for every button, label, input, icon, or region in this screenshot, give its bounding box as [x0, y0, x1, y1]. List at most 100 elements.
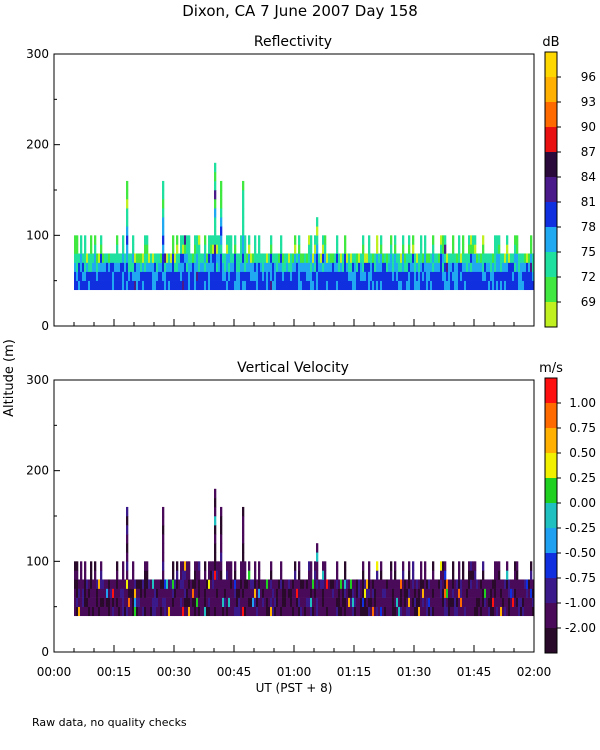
- data-cell: [98, 588, 101, 598]
- data-cell: [262, 579, 265, 589]
- data-cell: [528, 280, 531, 291]
- data-cell: [202, 597, 205, 607]
- data-cell: [372, 606, 375, 617]
- data-cell: [272, 271, 275, 281]
- data-cell: [274, 588, 277, 598]
- data-cell: [292, 588, 295, 598]
- data-cell: [420, 570, 423, 580]
- data-cell: [510, 579, 513, 589]
- data-cell: [244, 597, 247, 607]
- data-cell: [508, 597, 511, 607]
- data-cell: [178, 280, 181, 291]
- data-cell: [380, 271, 383, 281]
- data-cell: [98, 253, 101, 263]
- data-cell: [466, 262, 469, 272]
- data-cell: [452, 561, 455, 571]
- data-cell: [456, 262, 459, 272]
- data-cell: [186, 597, 189, 607]
- x-tick-label: 02:00: [517, 665, 552, 679]
- data-cell: [258, 579, 261, 589]
- data-cell: [190, 606, 193, 617]
- data-cell: [218, 280, 221, 291]
- data-cell: [342, 262, 345, 272]
- data-cell: [520, 606, 523, 617]
- data-cell: [374, 606, 377, 617]
- data-cell: [430, 253, 433, 263]
- data-cell: [438, 280, 441, 291]
- data-cell: [416, 597, 419, 607]
- data-cell: [350, 253, 353, 263]
- data-cell: [76, 588, 79, 598]
- data-cell: [280, 235, 283, 245]
- data-cell: [194, 280, 197, 291]
- data-cell: [524, 280, 527, 291]
- data-cell: [492, 280, 495, 291]
- data-cell: [336, 262, 339, 272]
- data-cell: [516, 244, 519, 254]
- data-cell: [134, 262, 137, 272]
- data-cell: [216, 244, 219, 254]
- data-cell: [308, 280, 311, 291]
- data-cell: [304, 280, 307, 291]
- data-cell: [310, 588, 313, 598]
- data-cell: [196, 570, 199, 580]
- data-cell: [424, 271, 427, 281]
- data-cell: [144, 244, 147, 254]
- data-cell: [298, 271, 301, 281]
- data-cell: [154, 253, 157, 263]
- data-cell: [136, 588, 139, 598]
- data-cell: [242, 588, 245, 598]
- data-cell: [166, 579, 169, 589]
- data-cell: [230, 597, 233, 607]
- data-cell: [334, 597, 337, 607]
- data-cell: [398, 253, 401, 263]
- data-cell: [292, 579, 295, 589]
- data-cell: [84, 606, 87, 617]
- data-cell: [494, 597, 497, 607]
- data-cell: [476, 280, 479, 291]
- data-cell: [266, 606, 269, 617]
- data-cell: [164, 280, 167, 291]
- data-cell: [496, 561, 499, 571]
- data-cell: [490, 271, 493, 281]
- data-cell: [382, 262, 385, 272]
- data-cell: [354, 606, 357, 617]
- data-cell: [220, 253, 223, 263]
- data-cell: [94, 235, 97, 245]
- data-cell: [196, 271, 199, 281]
- data-cell: [82, 597, 85, 607]
- data-cell: [442, 271, 445, 281]
- data-cell: [372, 280, 375, 291]
- data-cell: [260, 606, 263, 617]
- data-cell: [424, 606, 427, 617]
- data-cell: [230, 570, 233, 580]
- data-cell: [282, 262, 285, 272]
- data-cell: [208, 606, 211, 617]
- data-cell: [520, 280, 523, 291]
- data-cell: [522, 606, 525, 617]
- data-cell: [524, 597, 527, 607]
- data-cell: [192, 280, 195, 291]
- data-cell: [294, 570, 297, 580]
- data-cell: [190, 588, 193, 598]
- data-cell: [420, 271, 423, 281]
- data-cell: [242, 180, 245, 191]
- data-cell: [360, 606, 363, 617]
- data-cell: [170, 271, 173, 281]
- data-cell: [126, 226, 129, 236]
- data-cell: [98, 606, 101, 617]
- data-cell: [356, 606, 359, 617]
- x-tick-label: 01:30: [397, 665, 432, 679]
- data-cell: [170, 280, 173, 291]
- data-cell: [516, 280, 519, 291]
- data-cell: [292, 253, 295, 263]
- data-cell: [132, 280, 135, 291]
- data-cell: [252, 588, 255, 598]
- data-cell: [240, 235, 243, 245]
- data-cell: [196, 262, 199, 272]
- data-cell: [294, 244, 297, 254]
- data-cell: [322, 561, 325, 571]
- data-cell: [300, 271, 303, 281]
- data-cell: [436, 606, 439, 617]
- data-cell: [238, 280, 241, 291]
